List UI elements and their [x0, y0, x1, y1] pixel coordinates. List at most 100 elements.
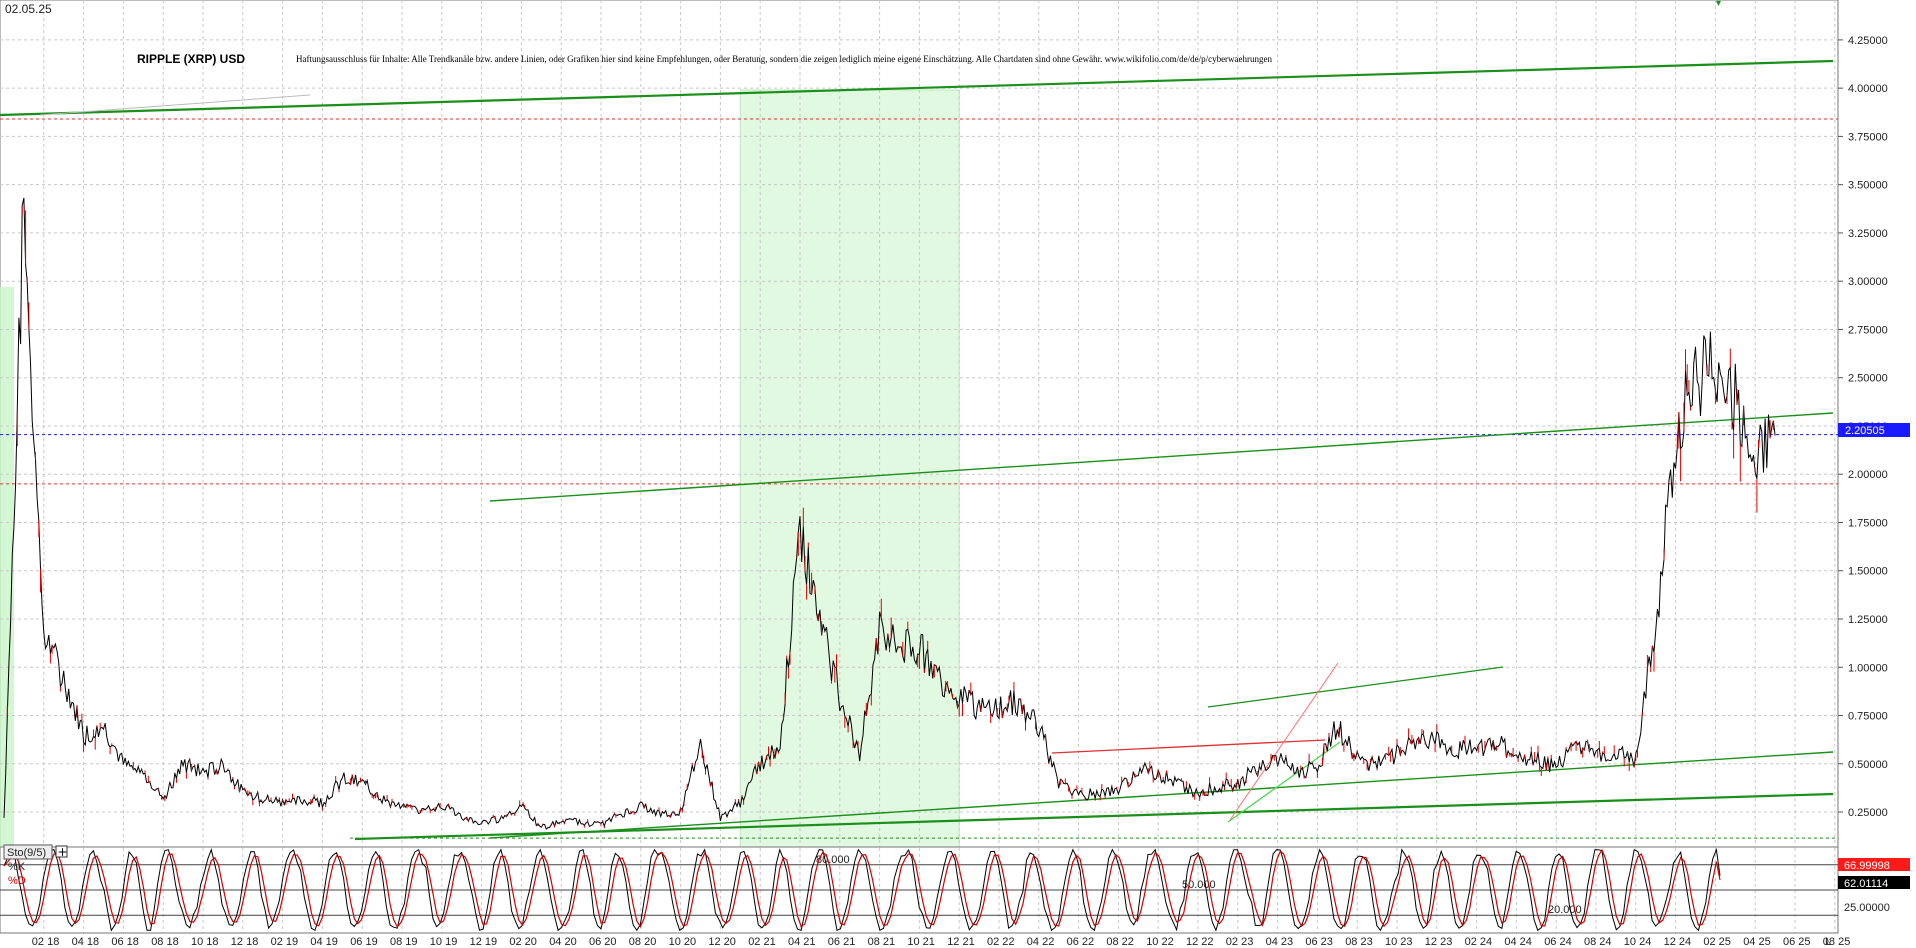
- y-tick-label: 3.25000: [1848, 228, 1888, 240]
- shaded-zone-2021: [739, 89, 960, 848]
- x-tick-label: 08 22: [1106, 936, 1134, 948]
- x-tick-label: 10 18: [191, 936, 219, 948]
- price-y-axis: 0.25000 0.50000 0.75000 1.00000 1.25000 1.500…: [1838, 35, 1888, 819]
- x-tick-label: 04 19: [310, 936, 338, 948]
- x-tick-label: 06 19: [350, 936, 378, 948]
- y-tick-label: 3.00000: [1848, 276, 1888, 288]
- x-tick-label: 10 20: [669, 936, 697, 948]
- x-tick-label: 12 23: [1425, 936, 1453, 948]
- k-value-label: 66.99998: [1844, 860, 1890, 872]
- current-price-label: 2.20505: [1845, 425, 1885, 437]
- x-tick-label: 04 25: [1743, 936, 1771, 948]
- x-tick-label: 08 23: [1345, 936, 1373, 948]
- x-tick-label: 06 22: [1067, 936, 1095, 948]
- stochastic-level-label: 50.000: [1182, 879, 1216, 891]
- x-tick-label: 02 19: [271, 936, 299, 948]
- y-tick-label: 1.00000: [1848, 662, 1888, 674]
- chart-title: RIPPLE (XRP) USD: [137, 52, 245, 66]
- x-axis-end-marker: L: [1825, 936, 1831, 948]
- x-tick-label: 12 19: [470, 936, 498, 948]
- disclaimer-text: Haftungsausschluss für Inhalte: Alle Tre…: [296, 54, 1273, 64]
- x-tick-label: 06 21: [828, 936, 856, 948]
- stochastic-series: [3, 847, 1721, 932]
- y-tick-label: 4.00000: [1848, 83, 1888, 95]
- y-tick-label: 0.25000: [1848, 807, 1888, 819]
- x-tick-label: 02 20: [509, 936, 537, 948]
- d-value-label: 62.01114: [1844, 878, 1888, 890]
- x-tick-label: 02 21: [748, 936, 776, 948]
- legend-k: %K: [8, 861, 26, 873]
- current-price-marker: 2.20505: [1838, 423, 1910, 437]
- stochastic-title: Sto(9/5): [7, 847, 46, 859]
- upper-channel-line: [0, 59, 1834, 117]
- x-tick-label: 10 22: [1146, 936, 1174, 948]
- y-tick-label: 3.75000: [1848, 131, 1888, 143]
- x-tick-label: 06 23: [1305, 936, 1333, 948]
- x-tick-label: 04 22: [1027, 936, 1055, 948]
- x-tick-label: 08 19: [390, 936, 418, 948]
- y-tick-label: 2.00000: [1848, 469, 1888, 481]
- y-tick-label: 0.50000: [1848, 759, 1888, 771]
- x-tick-label: 08 25: [1823, 936, 1851, 948]
- price-levels: [0, 118, 1838, 839]
- x-tick-label: 08 18: [151, 936, 179, 948]
- y-tick-label: 1.75000: [1848, 517, 1888, 529]
- x-tick-label: 10 23: [1385, 936, 1413, 948]
- x-tick-label: 02 23: [1226, 936, 1254, 948]
- x-tick-label: 06 18: [111, 936, 139, 948]
- price-series: [3, 197, 1776, 830]
- x-tick-label: 02 22: [987, 936, 1015, 948]
- red-support-line: [1051, 739, 1326, 754]
- legend-d: %D: [8, 875, 26, 887]
- shaded-zone-left: [0, 287, 14, 847]
- grey-fan-line: [39, 94, 311, 116]
- x-tick-label: 10 19: [430, 936, 458, 948]
- x-tick-label: 12 21: [947, 936, 975, 948]
- top-arrow-icon: ▾: [1716, 0, 1721, 9]
- date-x-axis: 02 18 04 18 06 18 08 18 10 18 12 18 02 19 04 19…: [0, 932, 1851, 948]
- green-fan-line: [1227, 741, 1341, 823]
- plus-icon: +: [58, 845, 68, 859]
- x-tick-label: 04 18: [72, 936, 100, 948]
- x-tick-label: 06 20: [589, 936, 617, 948]
- trend-lines: [0, 59, 1834, 841]
- y-tick-label: 2.50000: [1848, 373, 1888, 385]
- chart-date: 02.05.25: [5, 2, 52, 16]
- osc-tick-25: 25.00000: [1844, 902, 1890, 914]
- stochastic-level-label: 20.000: [1548, 904, 1582, 916]
- x-tick-label: 12 24: [1664, 936, 1692, 948]
- y-tick-label: 1.50000: [1848, 566, 1888, 578]
- y-tick-label: 2.75000: [1848, 324, 1888, 336]
- y-tick-label: 0.75000: [1848, 711, 1888, 723]
- x-tick-label: 08 21: [868, 936, 896, 948]
- x-tick-label: 12 22: [1186, 936, 1214, 948]
- price-grid: [0, 0, 1838, 847]
- short-channel-upper: [1207, 666, 1504, 708]
- x-tick-label: 12 18: [231, 936, 259, 948]
- y-tick-label: 4.25000: [1848, 35, 1888, 47]
- x-tick-label: 06 24: [1544, 936, 1572, 948]
- x-tick-label: 04 24: [1504, 936, 1532, 948]
- x-tick-label: 06 25: [1783, 936, 1811, 948]
- stochastic-d-line: [3, 848, 1721, 928]
- x-tick-label: 10 21: [907, 936, 935, 948]
- support-channel-line: [489, 751, 1834, 839]
- x-tick-label: 02 24: [1465, 936, 1493, 948]
- stochastic-settings-button[interactable]: [55, 845, 68, 858]
- x-tick-label: 04 23: [1266, 936, 1294, 948]
- y-tick-label: 3.50000: [1848, 180, 1888, 192]
- y-tick-label: 1.25000: [1848, 614, 1888, 626]
- x-tick-label: 08 20: [629, 936, 657, 948]
- stochastic-y-axis: 66.99998 62.01114 25.00000: [1838, 858, 1910, 914]
- x-tick-label: 10 24: [1624, 936, 1652, 948]
- x-tick-label: 02 18: [32, 936, 60, 948]
- x-tick-label: 02 25: [1703, 936, 1731, 948]
- x-tick-label: 12 20: [708, 936, 736, 948]
- mid-channel-line: [489, 412, 1834, 502]
- x-tick-label: 04 21: [788, 936, 816, 948]
- red-fan-line: [1229, 662, 1339, 821]
- x-tick-label: 04 20: [549, 936, 577, 948]
- price-panel: [0, 0, 1839, 848]
